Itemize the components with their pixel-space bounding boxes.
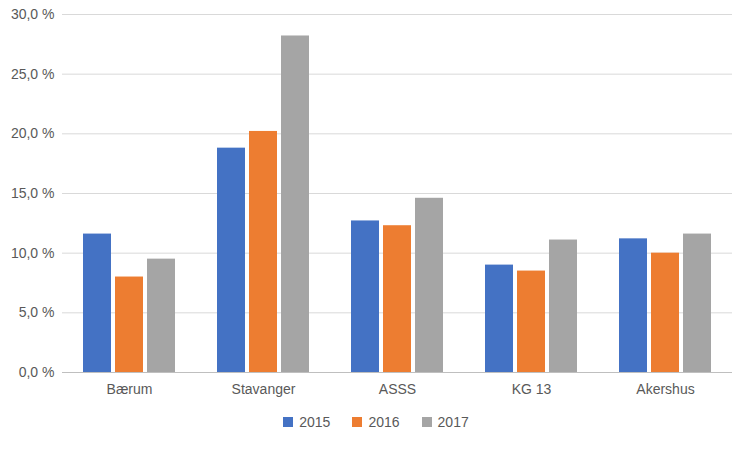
svg-text:5,0 %: 5,0 % xyxy=(19,304,55,320)
svg-text:15,0 %: 15,0 % xyxy=(11,185,55,201)
html-text:2015: 2015 xyxy=(299,414,331,430)
svg-text:10,0 %: 10,0 % xyxy=(11,245,55,261)
svg-text:0,0 %: 0,0 % xyxy=(19,364,55,380)
svg-text:ASSS: ASSS xyxy=(379,381,416,397)
svg-text:20,0 %: 20,0 % xyxy=(11,125,55,141)
svg-text:30,0 %: 30,0 % xyxy=(11,6,55,22)
svg-text:Akershus: Akershus xyxy=(636,381,694,397)
svg-text:KG 13: KG 13 xyxy=(512,381,552,397)
svg-text:25,0 %: 25,0 % xyxy=(11,66,55,82)
svg-text:Stavanger: Stavanger xyxy=(232,381,296,397)
svg-text:Bærum: Bærum xyxy=(107,381,153,397)
html-text:2017: 2017 xyxy=(437,414,469,430)
html-text:2016: 2016 xyxy=(368,414,400,430)
